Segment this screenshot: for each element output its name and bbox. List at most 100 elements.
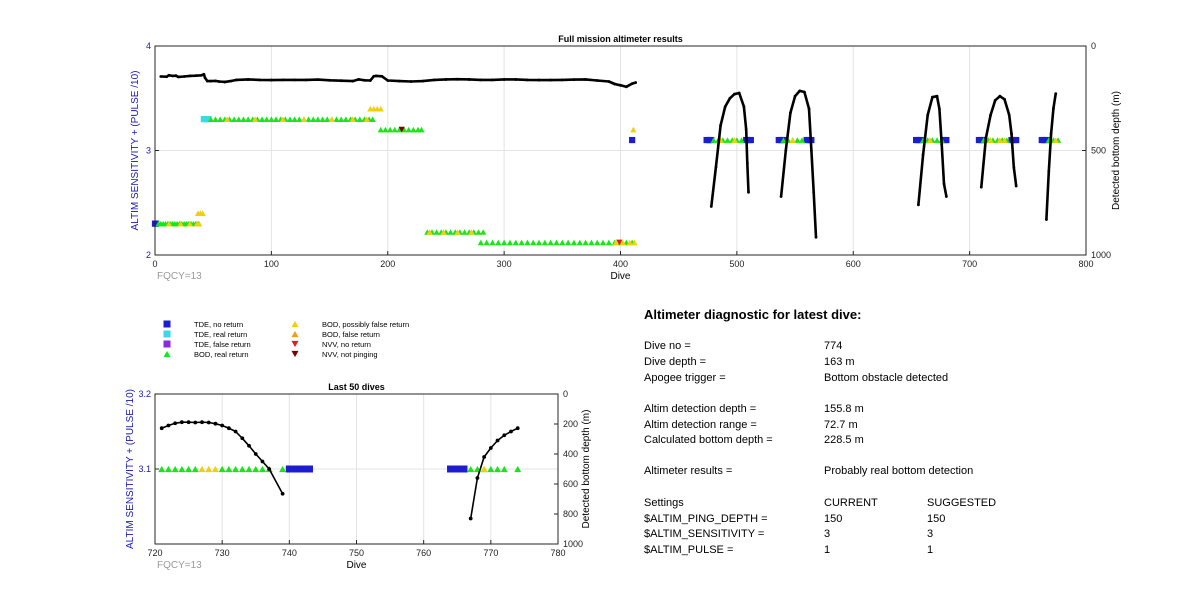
depth-point [742,105,746,109]
y-axis-label: ALTIM SENSITIVITY + (PULSE /10) [130,71,141,231]
marker-bod-real-return [272,116,280,122]
marker-tde-no-return [917,136,924,144]
marker-bod-real-return [263,116,270,122]
depth-point [223,80,227,84]
marker-bod-possibly-false [630,126,637,133]
marker-bod-real-return [565,239,572,246]
setting-name: $ALTIM_PING_DEPTH = [644,513,768,525]
marker-tde-real-return [205,116,212,123]
depth-point [467,78,471,81]
depth-point [409,80,413,83]
x-tick-label: 700 [962,259,977,269]
setting-name: $ALTIM_SENSITIVITY = [644,528,765,540]
legend-label: TDE, no return [194,320,243,329]
depth-point [572,78,576,82]
y2-tick-label: 0 [563,389,568,399]
legend-marker-tde-real-return [163,330,171,338]
depth-point [747,190,750,194]
depth-point [357,78,361,81]
y-tick-label: 3.2 [138,389,151,399]
depth-point [502,78,506,81]
depth-point [186,420,191,425]
marker-bod-real-return [258,465,266,473]
depth-point [1054,92,1058,96]
depth-point [226,426,231,431]
depth-point [802,90,806,94]
depth-point [194,74,198,78]
y2-axis-label: Detected bottom depth (m) [1111,91,1122,210]
x-tick-label: 770 [483,548,498,558]
marker-bod-possibly-false [996,137,1003,143]
marker-bod-possibly-false [1001,137,1008,143]
marker-bod-possibly-false [300,116,308,122]
diagnostic-label: Dive depth = [644,356,707,368]
setting-current: 3 [824,528,831,540]
y2-tick-label: 0 [1091,41,1096,51]
depth-point [456,77,459,81]
marker-bod-real-return [391,126,398,133]
depth-point [1010,132,1013,136]
depth-point [1045,218,1048,221]
depth-point [488,446,493,450]
y-axis-label: ALTIM SENSITIVITY + (PULSE /10) [125,389,136,549]
fqcy-annotation: FQCY=13 [157,271,202,282]
diagnostic-value: 155.8 m [824,403,864,415]
depth-line-dives-538-564 [779,89,818,238]
settings-header-current: CURRENT [824,497,878,509]
depth-point [159,75,163,78]
y-tick-label: 2 [146,250,151,260]
diagnostic-value: 72.7 m [824,419,858,431]
marker-bod-possibly-false [279,116,287,122]
depth-point [240,436,245,441]
legend-marker-tde-false-return [163,340,171,348]
depth-point [798,89,802,93]
marker-bod-real-return [258,116,266,122]
fqcy-annotation: FQCY=13 [157,560,202,571]
settings-header-label: Settings [644,497,684,509]
depth-point [280,491,285,496]
marker-bod-possibly-false [363,116,370,122]
marker-bod-real-return [524,239,531,246]
marker-bod-real-return [500,465,508,473]
marker-bod-real-return [333,116,340,122]
depth-point [167,73,171,77]
depth-point [165,75,169,79]
depth-point [432,78,436,82]
x-tick-label: 0 [152,259,157,269]
depth-point [709,205,713,208]
marker-bod-real-return [235,116,242,122]
depth-point [1014,184,1018,188]
marker-bod-real-return [418,126,425,133]
marker-bod-real-return [798,137,806,143]
depth-point [989,113,992,117]
diagnostic-label: Altim detection depth = [644,403,757,415]
depth-point [176,75,180,79]
depth-point [159,426,164,431]
legend-label: TDE, real return [194,330,247,339]
marker-bod-real-return [475,229,482,235]
marker-tde-no-return [305,465,313,473]
marker-tde-no-return [708,136,715,144]
y2-tick-label: 800 [563,509,578,519]
marker-bod-real-return [207,116,214,122]
depth-point [205,79,209,83]
depth-point [814,235,818,239]
marker-tde-no-return [943,136,950,144]
legend-marker-tde-no-return [163,320,171,328]
depth-point [316,78,320,82]
depth-point [935,94,939,98]
y2-tick-label: 1000 [1091,250,1111,260]
x-tick-label: 500 [729,259,744,269]
depth-point [182,75,186,78]
marker-bod-real-return [296,116,303,122]
x-tick-label: 300 [497,259,512,269]
depth-point [1052,107,1055,111]
depth-point [233,429,238,434]
marker-bod-real-return [369,116,376,122]
marker-bod-real-return [483,239,490,246]
x-tick-label: 720 [147,548,162,558]
legend-marker-nvv-not-pinging [291,350,299,358]
marker-bod-real-return [158,465,166,473]
depth-point [998,94,1002,98]
depth-point [714,165,718,169]
